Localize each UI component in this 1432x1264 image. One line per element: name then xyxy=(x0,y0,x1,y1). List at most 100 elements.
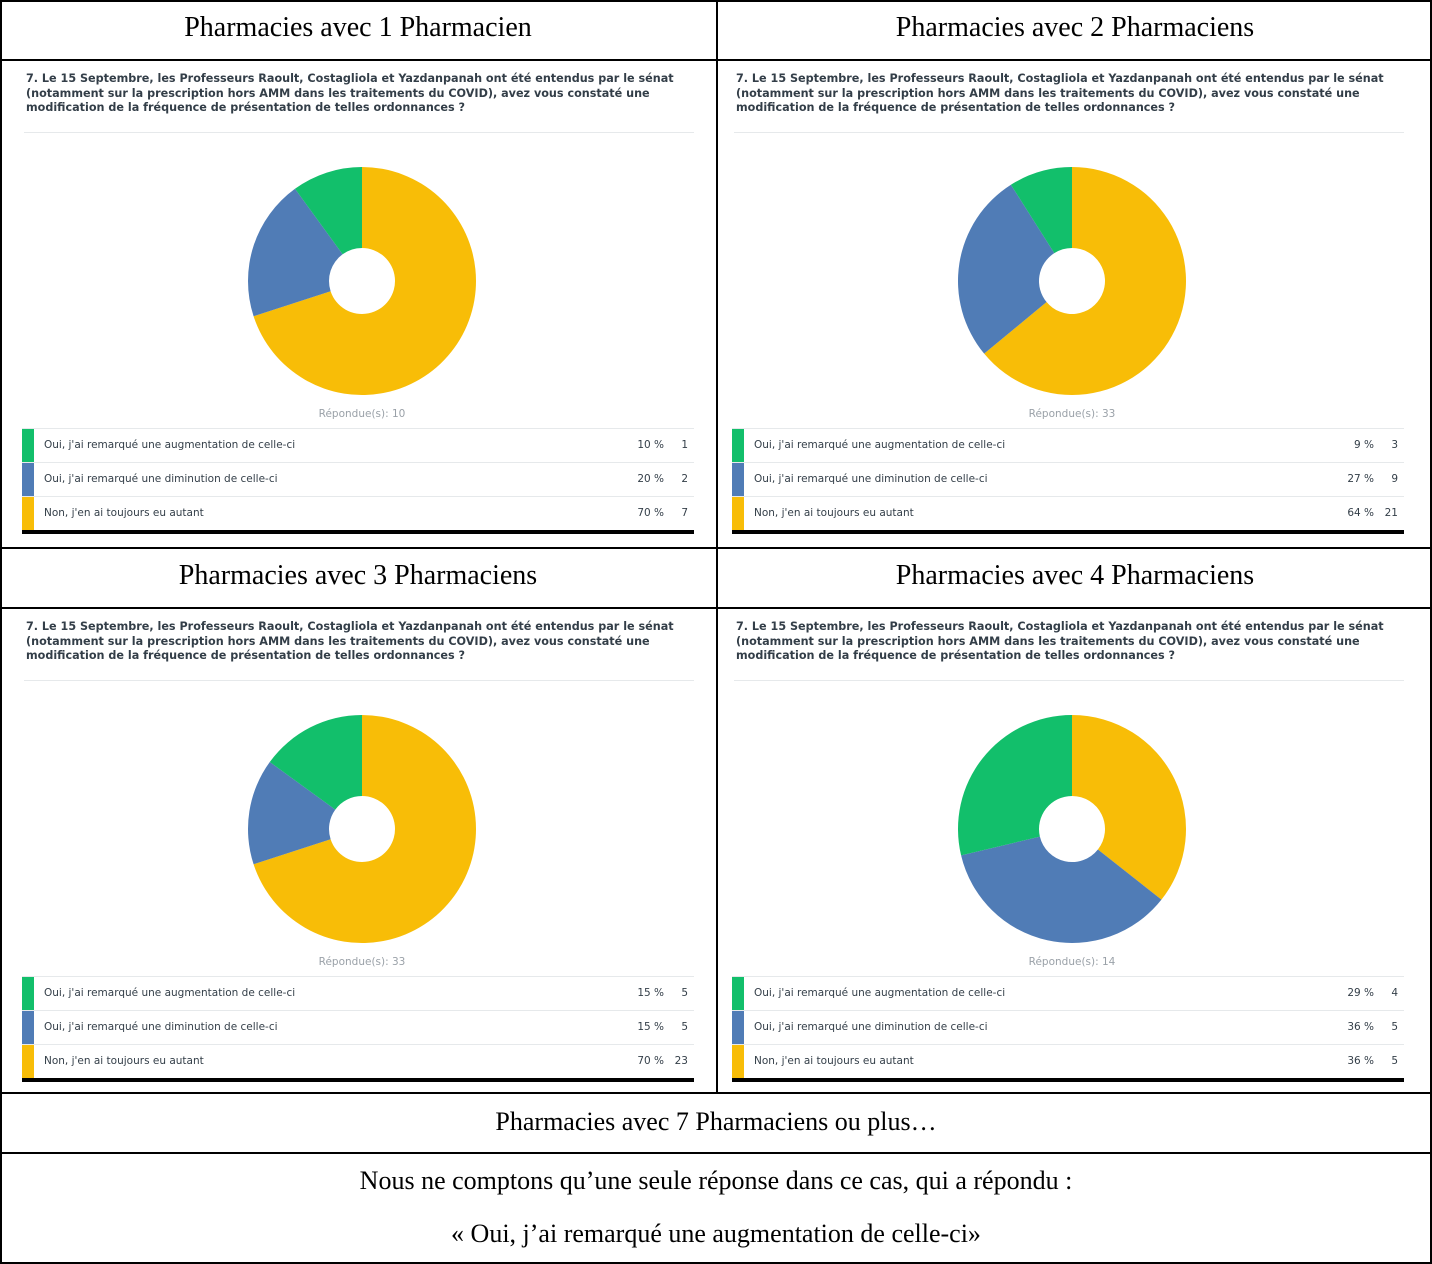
donut-chart xyxy=(958,715,1186,943)
survey-panel-1: 7. Le 15 Septembre, les Professeurs Raou… xyxy=(18,66,706,542)
legend-percent: 36 % xyxy=(1347,1055,1374,1067)
legend-count: 21 xyxy=(1384,507,1398,519)
legend-percent: 9 % xyxy=(1354,439,1374,451)
legend-percent: 20 % xyxy=(637,473,664,485)
legend-label: Oui, j'ai remarqué une augmentation de c… xyxy=(754,987,1006,999)
pie-slice-3 xyxy=(984,167,1186,395)
legend-swatch xyxy=(732,463,744,496)
legend-label: Non, j'en ai toujours eu autant xyxy=(44,507,204,519)
legend-table: Oui, j'ai remarqué une augmentation de c… xyxy=(22,428,694,530)
donut-chart xyxy=(248,715,477,943)
legend-swatch xyxy=(732,1045,744,1078)
legend-row: Oui, j'ai remarqué une diminution de cel… xyxy=(22,1010,694,1044)
pie-slice-2 xyxy=(248,188,343,317)
legend-swatch xyxy=(22,497,34,530)
question-text: 7. Le 15 Septembre, les Professeurs Raou… xyxy=(26,620,674,663)
cell-heading-4: Pharmacies avec 4 Pharmaciens xyxy=(895,560,1255,591)
footer-line-1: Nous ne comptons qu’une seule réponse da… xyxy=(359,1166,1073,1195)
divider xyxy=(734,680,1404,681)
legend-swatch xyxy=(22,1045,34,1078)
legend-swatch xyxy=(22,977,34,1010)
legend-label: Oui, j'ai remarqué une diminution de cel… xyxy=(44,473,278,485)
question-text: 7. Le 15 Septembre, les Professeurs Raou… xyxy=(736,620,1384,663)
legend-row: Non, j'en ai toujours eu autant 36 % 5 xyxy=(732,1044,1404,1078)
legend-count: 7 xyxy=(681,507,688,519)
pie-slice-1 xyxy=(269,715,362,810)
panel-bottom-rule xyxy=(732,1078,1404,1082)
pie-slice-1 xyxy=(958,715,1072,856)
legend-percent: 27 % xyxy=(1347,473,1374,485)
legend-row: Non, j'en ai toujours eu autant 70 % 7 xyxy=(22,496,694,530)
legend-count: 2 xyxy=(681,473,688,485)
panel-bottom-rule xyxy=(22,530,694,534)
legend-row: Oui, j'ai remarqué une augmentation de c… xyxy=(732,428,1404,462)
legend-count: 5 xyxy=(681,987,688,999)
cell-heading-1: Pharmacies avec 1 Pharmacien xyxy=(184,12,532,43)
legend-swatch xyxy=(732,977,744,1010)
panel-bottom-rule xyxy=(22,1078,694,1082)
legend-row: Oui, j'ai remarqué une diminution de cel… xyxy=(732,462,1404,496)
survey-panel-3: 7. Le 15 Septembre, les Professeurs Raou… xyxy=(18,614,706,1090)
legend-label: Oui, j'ai remarqué une diminution de cel… xyxy=(44,1021,278,1033)
respondents-count: Répondue(s): 33 xyxy=(318,956,406,968)
legend-count: 3 xyxy=(1391,439,1398,451)
pie-slice-2 xyxy=(958,184,1055,354)
legend-row: Oui, j'ai remarqué une augmentation de c… xyxy=(22,428,694,462)
legend-table: Oui, j'ai remarqué une augmentation de c… xyxy=(732,428,1404,530)
question-text: 7. Le 15 Septembre, les Professeurs Raou… xyxy=(26,72,674,115)
legend-swatch xyxy=(22,1011,34,1044)
legend-count: 5 xyxy=(1391,1021,1398,1033)
legend-count: 9 xyxy=(1391,473,1398,485)
legend-table: Oui, j'ai remarqué une augmentation de c… xyxy=(22,976,694,1078)
legend-row: Oui, j'ai remarqué une diminution de cel… xyxy=(22,462,694,496)
legend-label: Non, j'en ai toujours eu autant xyxy=(754,507,914,519)
divider xyxy=(734,132,1404,133)
legend-row: Non, j'en ai toujours eu autant 64 % 21 xyxy=(732,496,1404,530)
respondents-count: Répondue(s): 10 xyxy=(318,408,406,420)
footer-heading: Pharmacies avec 7 Pharmaciens ou plus… xyxy=(495,1107,937,1136)
legend-percent: 15 % xyxy=(637,987,664,999)
legend-label: Oui, j'ai remarqué une diminution de cel… xyxy=(754,1021,988,1033)
survey-panel-2: 7. Le 15 Septembre, les Professeurs Raou… xyxy=(728,66,1416,542)
legend-percent: 70 % xyxy=(637,507,664,519)
panel-bottom-rule xyxy=(732,530,1404,534)
pie-slice-3 xyxy=(253,715,477,943)
legend-swatch xyxy=(22,429,34,462)
legend-percent: 10 % xyxy=(637,439,664,451)
legend-swatch xyxy=(22,463,34,496)
legend-label: Oui, j'ai remarqué une diminution de cel… xyxy=(754,473,988,485)
pie-slice-2 xyxy=(248,761,336,865)
legend-percent: 29 % xyxy=(1347,987,1374,999)
legend-row: Oui, j'ai remarqué une diminution de cel… xyxy=(732,1010,1404,1044)
legend-count: 1 xyxy=(681,439,688,451)
legend-row: Oui, j'ai remarqué une augmentation de c… xyxy=(732,976,1404,1010)
table-rule xyxy=(716,0,718,1094)
pie-slice-3 xyxy=(1072,715,1186,900)
legend-table: Oui, j'ai remarqué une augmentation de c… xyxy=(732,976,1404,1078)
legend-percent: 70 % xyxy=(637,1055,664,1067)
legend-label: Non, j'en ai toujours eu autant xyxy=(754,1055,914,1067)
legend-label: Oui, j'ai remarqué une augmentation de c… xyxy=(44,987,296,999)
cell-heading-3: Pharmacies avec 3 Pharmaciens xyxy=(178,560,538,591)
table-rule xyxy=(0,1152,1432,1154)
pie-slice-1 xyxy=(294,167,362,255)
legend-percent: 15 % xyxy=(637,1021,664,1033)
footer-line-2: « Oui, j’ai remarqué une augmentation de… xyxy=(451,1219,981,1248)
respondents-count: Répondue(s): 33 xyxy=(1028,408,1116,420)
legend-row: Oui, j'ai remarqué une augmentation de c… xyxy=(22,976,694,1010)
pie-slice-1 xyxy=(1010,167,1072,254)
survey-panel-4: 7. Le 15 Septembre, les Professeurs Raou… xyxy=(728,614,1416,1090)
legend-swatch xyxy=(732,429,744,462)
legend-label: Non, j'en ai toujours eu autant xyxy=(44,1055,204,1067)
legend-count: 4 xyxy=(1391,987,1398,999)
legend-count: 23 xyxy=(674,1055,688,1067)
legend-percent: 36 % xyxy=(1347,1021,1374,1033)
legend-count: 5 xyxy=(1391,1055,1398,1067)
divider xyxy=(24,680,694,681)
donut-chart xyxy=(958,167,1186,395)
legend-label: Oui, j'ai remarqué une augmentation de c… xyxy=(44,439,296,451)
legend-swatch xyxy=(732,497,744,530)
cell-heading-2: Pharmacies avec 2 Pharmaciens xyxy=(895,12,1255,43)
legend-percent: 64 % xyxy=(1347,507,1374,519)
pie-slice-3 xyxy=(253,167,477,396)
